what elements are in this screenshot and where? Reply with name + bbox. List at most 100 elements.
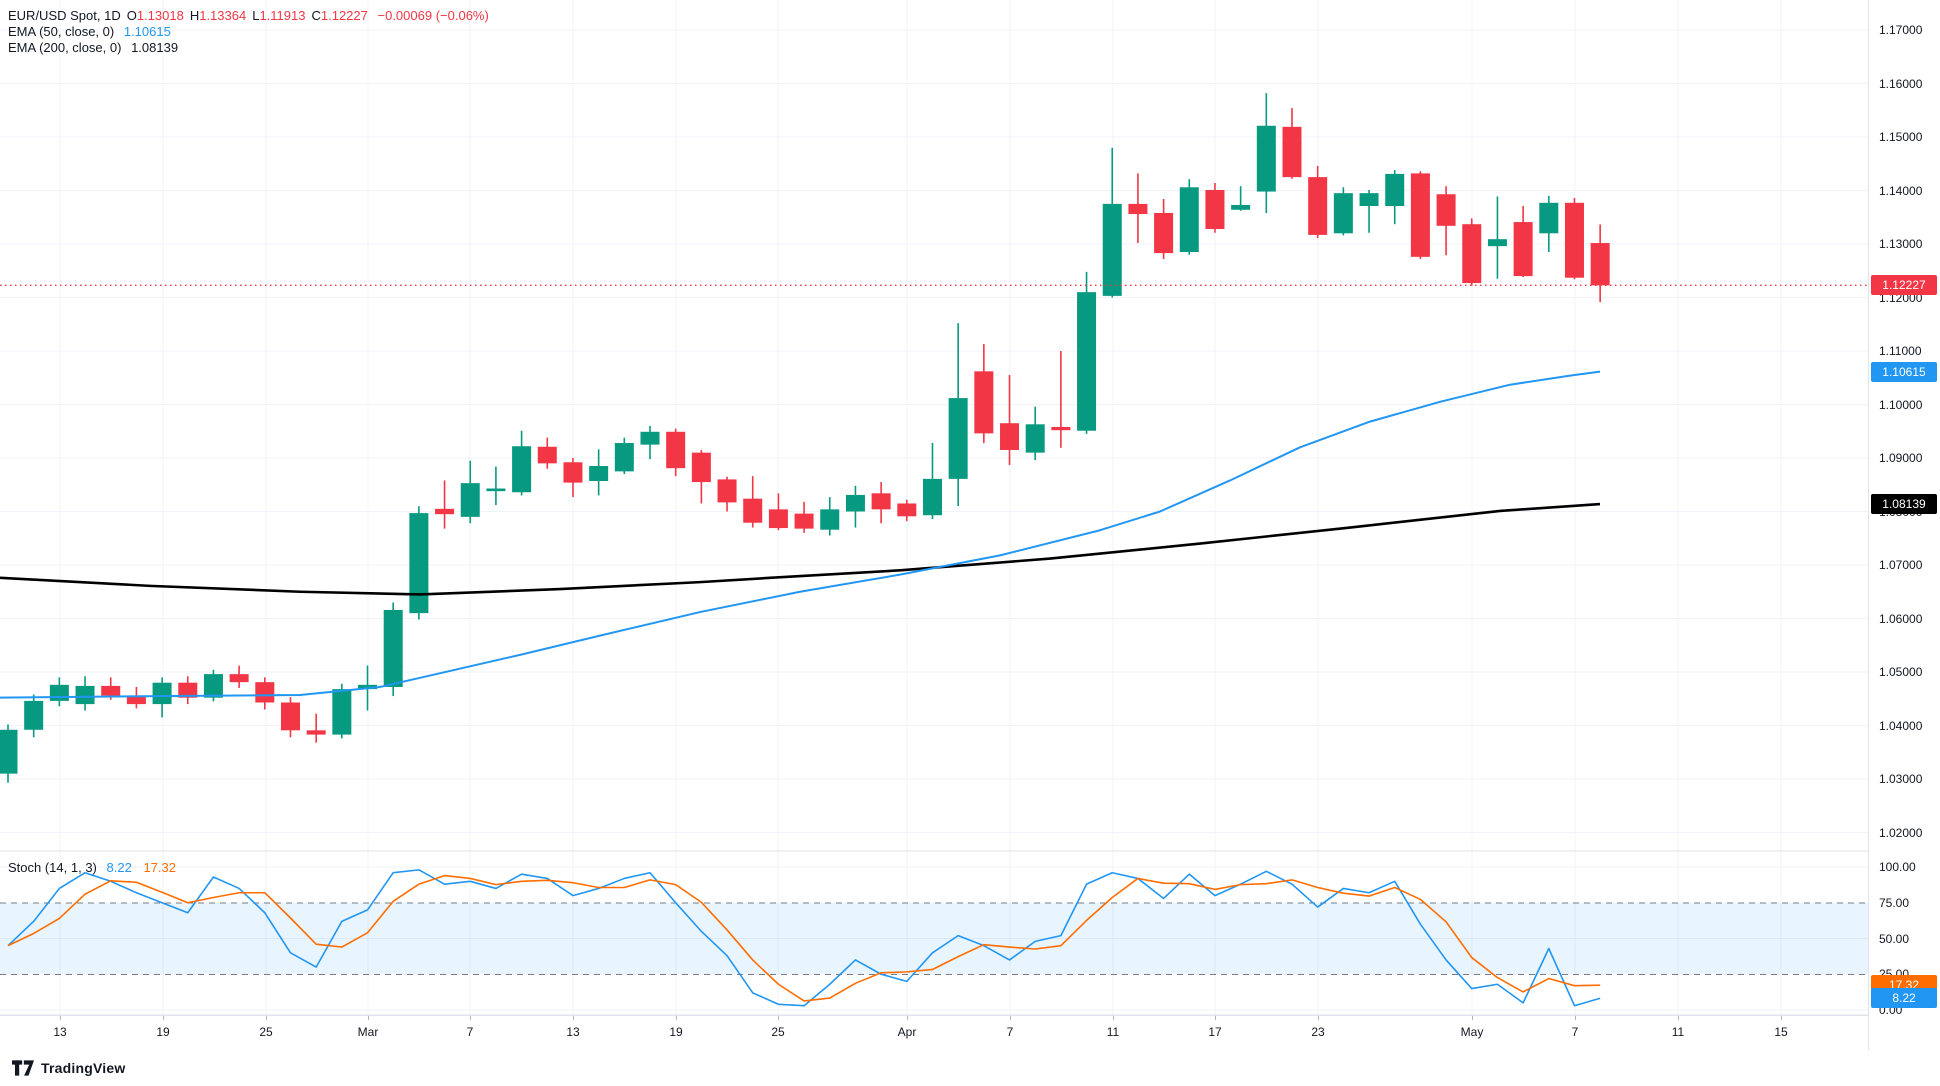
tradingview-logo-icon (12, 1060, 34, 1076)
time-axis-label: 11 (1671, 1025, 1685, 1039)
candle-body (512, 446, 532, 493)
stoch-legend-row[interactable]: Stoch (14, 1, 3) 8.22 17.32 (8, 860, 176, 875)
price-axis-label: 1.05000 (1879, 665, 1923, 679)
time-axis-label: 7 (466, 1025, 474, 1039)
time-axis-tick (778, 1016, 779, 1020)
price-axis-label: 1.03000 (1879, 772, 1923, 786)
time-axis-tick (907, 1016, 908, 1020)
candle-body (383, 609, 403, 687)
high-value: 1.13364 (199, 8, 247, 23)
time-axis-tick (470, 1016, 471, 1020)
price-axis-label: 1.13000 (1879, 237, 1923, 251)
candle-body (1539, 202, 1559, 234)
candle-body (845, 494, 865, 512)
candle-body (101, 685, 121, 696)
time-axis-tick (1575, 1016, 1576, 1020)
candle-body (358, 684, 378, 690)
time-axis-label: 17 (1208, 1025, 1222, 1039)
overlay-indicators (0, 370, 1601, 699)
candle-body (743, 498, 763, 523)
price-axis-label: 1.02000 (1879, 825, 1923, 840)
time-axis-tick (573, 1016, 574, 1020)
close-value: 1.12227 (320, 8, 368, 23)
open-value: 1.13018 (136, 8, 184, 23)
last-price-badge: 1.12227 (1871, 275, 1937, 296)
time-axis[interactable]: 13 19 25 Mar 7 13 19 25 Apr 7 11 17 23 May 7 11 15 (0, 1015, 1940, 1052)
price-axis-label: 1.16000 (1879, 76, 1923, 91)
candle-body (1513, 222, 1533, 277)
ema50-legend-row[interactable]: EMA (50, close, 0) 1.10615 (8, 24, 489, 39)
price-axis-label: 1.06000 (1879, 611, 1923, 626)
candle-body (1000, 423, 1020, 450)
candlestick-series (0, 93, 1610, 783)
candle-body (794, 513, 814, 529)
time-axis-label: 23 (1311, 1025, 1325, 1039)
change-value: −0.00069 (−0.06%) (377, 8, 489, 23)
candle-body (229, 674, 249, 683)
stoch-label: Stoch (14, 1, 3) (8, 860, 97, 875)
candle-body (1231, 204, 1251, 210)
tradingview-logo-text: TradingView (41, 1060, 126, 1076)
tradingview-logo[interactable]: TradingView (12, 1059, 125, 1077)
time-axis-tick (1010, 1016, 1011, 1020)
candle-body (666, 431, 686, 469)
time-axis-label: 7 (1006, 1025, 1014, 1039)
stoch-band (0, 902, 1868, 975)
time-axis-label: 19 (156, 1025, 170, 1039)
candle-body (640, 431, 660, 445)
candle-body (1308, 177, 1328, 235)
price-axis[interactable]: 1.12227 1.10615 1.08139 17.32 8.22 1.170… (1868, 0, 1940, 1050)
ema200-badge: 1.08139 (1871, 494, 1937, 515)
symbol-legend-row[interactable]: EUR/USD Spot, 1D O1.13018 H1.13364 L1.11913… (8, 8, 489, 23)
time-axis-tick (1215, 1016, 1216, 1020)
candle-body (1487, 239, 1507, 247)
time-axis-label: 25 (771, 1025, 785, 1039)
ema50-line (0, 370, 1601, 699)
candle-body (1462, 224, 1482, 284)
time-axis-label: 25 (259, 1025, 273, 1039)
candle-body (1590, 243, 1610, 286)
time-axis-label: Mar (357, 1025, 379, 1039)
time-axis-tick (1472, 1016, 1473, 1020)
time-axis-tick (1781, 1016, 1782, 1020)
stoch-axis-label: 75.00 (1879, 895, 1910, 910)
candle-body (1205, 189, 1225, 230)
candle-body (332, 689, 352, 735)
candle-body (409, 513, 429, 614)
candle-body (1051, 426, 1071, 431)
candle-body (717, 479, 737, 503)
ema50-badge: 1.10615 (1871, 361, 1937, 382)
candle-body (1154, 212, 1174, 254)
candle-body (974, 371, 994, 434)
candle-body (203, 674, 223, 698)
candle-body (691, 452, 711, 483)
price-axis-label: 1.07000 (1879, 558, 1923, 572)
candle-body (75, 685, 95, 705)
time-axis-tick (368, 1016, 369, 1020)
candle-body (0, 729, 18, 774)
legend: EUR/USD Spot, 1D O1.13018 H1.13364 L1.11913… (8, 8, 489, 56)
time-axis-label: Apr (897, 1025, 917, 1039)
stoch-k-value: 8.22 (106, 860, 132, 875)
ema200-label: EMA (200, close, 0) (8, 40, 122, 55)
stoch-axis-label: 50.00 (1879, 931, 1910, 946)
time-axis-label: May (1460, 1025, 1484, 1039)
candle-body (255, 682, 275, 703)
ema200-legend-row[interactable]: EMA (200, close, 0) 1.08139 (8, 40, 489, 55)
candle-body (1359, 193, 1379, 207)
bottom-bar: TradingView (0, 1050, 1940, 1086)
stoch-k-badge: 8.22 (1871, 988, 1937, 1009)
candle-body (948, 398, 968, 479)
candle-body (897, 503, 917, 517)
candle-body (1025, 424, 1045, 453)
time-axis-tick (676, 1016, 677, 1020)
time-axis-label: 7 (1571, 1025, 1579, 1039)
time-axis-tick (1678, 1016, 1679, 1020)
candle-body (1077, 292, 1097, 431)
candle-body (1333, 193, 1353, 234)
low-label: L (252, 8, 260, 23)
price-axis-label: 1.17000 (1879, 23, 1923, 37)
time-axis-tick (60, 1016, 61, 1020)
candle-body (614, 443, 634, 472)
